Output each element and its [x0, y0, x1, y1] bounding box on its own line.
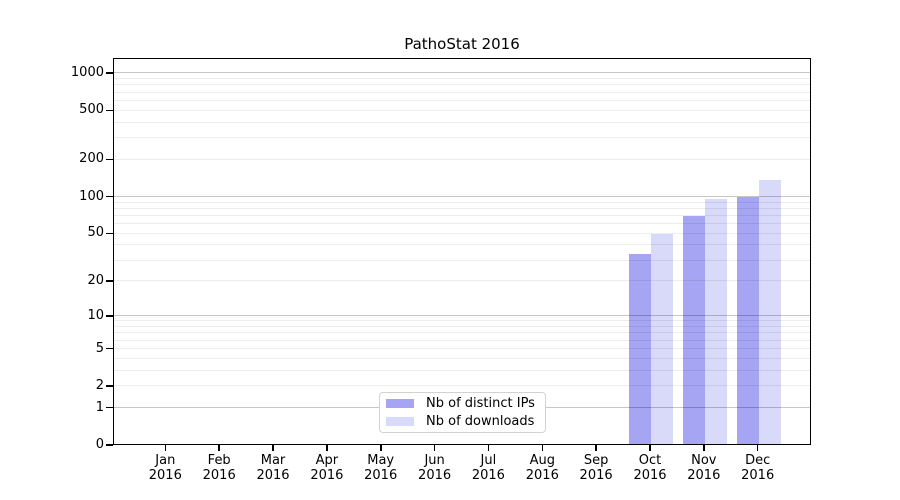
y-grid-line-20 — [114, 280, 810, 282]
y-tick-mark-1000 — [106, 72, 113, 74]
y-tick-mark-5 — [106, 347, 113, 350]
x-tick-label-sep: Sep 2016 — [579, 453, 613, 483]
y-grid-line-80 — [114, 207, 810, 209]
y-grid-line-500 — [114, 109, 810, 111]
y-grid-line-900 — [114, 78, 810, 79]
y-grid-line-7 — [114, 332, 810, 334]
x-tick-mark-jan — [164, 445, 167, 451]
y-grid-line-4 — [114, 357, 810, 359]
y-grid-line-3 — [114, 369, 810, 371]
x-tick-label-feb: Feb 2016 — [202, 453, 236, 483]
y-tick-label-1000: 1000 — [70, 64, 104, 80]
y-grid-line-5 — [114, 347, 810, 349]
x-tick-mark-aug — [541, 445, 543, 451]
y-tick-label-20: 20 — [87, 273, 104, 288]
y-grid-line-50 — [114, 232, 810, 234]
y-grid-line-200 — [114, 158, 810, 160]
y-tick-mark-50 — [106, 232, 113, 234]
chart-title: PathoStat 2016 — [404, 35, 520, 53]
bar-distinct-ips-oct — [628, 254, 651, 444]
y-grid-line-800 — [114, 84, 810, 86]
y-tick-label-0: 0 — [95, 437, 104, 452]
y-tick-label-50: 50 — [87, 225, 104, 241]
x-tick-label-aug: Aug 2016 — [525, 453, 559, 483]
y-tick-mark-500 — [106, 109, 113, 111]
y-tick-mark-0 — [106, 444, 113, 446]
y-grid-line-700 — [114, 91, 810, 93]
x-tick-label-mar: Mar 2016 — [256, 453, 290, 483]
x-tick-mark-dec — [756, 445, 759, 451]
y-tick-label-500: 500 — [79, 102, 104, 118]
y-tick-mark-200 — [106, 158, 113, 161]
x-tick-label-dec: Dec 2016 — [741, 453, 775, 483]
downloads-swatch — [386, 416, 414, 427]
x-tick-mark-nov — [703, 445, 705, 451]
bar-downloads-dec — [758, 180, 781, 444]
y-tick-label-200: 200 — [79, 151, 104, 167]
y-grid-line-60 — [114, 223, 810, 224]
x-tick-label-jan: Jan 2016 — [148, 453, 182, 483]
x-tick-label-jun: Jun 2016 — [418, 453, 452, 483]
y-grid-line-70 — [114, 214, 810, 216]
y-grid-line-10 — [114, 315, 810, 317]
x-tick-mark-sep — [595, 445, 597, 451]
y-grid-line-9 — [114, 320, 810, 322]
x-tick-mark-feb — [218, 445, 220, 451]
bar-downloads-nov — [704, 198, 727, 444]
y-grid-line-300 — [114, 137, 810, 139]
y-grid-line-30 — [114, 259, 810, 261]
x-tick-mark-apr — [326, 445, 328, 451]
y-grid-line-1000 — [114, 72, 810, 74]
y-grid-line-400 — [114, 121, 810, 123]
y-tick-mark-100 — [106, 195, 113, 198]
legend: Nb of distinct IPs Nb of downloads — [379, 392, 546, 433]
x-tick-mark-jun — [433, 445, 436, 451]
y-tick-label-5: 5 — [95, 340, 104, 356]
x-tick-mark-jul — [487, 445, 490, 451]
y-grid-line-40 — [114, 244, 810, 246]
x-tick-label-oct: Oct 2016 — [633, 453, 667, 483]
bar-distinct-ips-dec — [736, 197, 759, 444]
legend-entry-distinct-ips: Nb of distinct IPs — [380, 396, 545, 411]
y-tick-label-1: 1 — [95, 399, 104, 415]
y-grid-line-2 — [114, 385, 810, 387]
bar-downloads-oct — [650, 234, 673, 444]
legend-entry-downloads: Nb of downloads — [380, 414, 545, 429]
x-tick-label-jul: Jul 2016 — [471, 453, 505, 483]
y-grid-line-6 — [114, 339, 810, 341]
bar-distinct-ips-nov — [682, 216, 705, 444]
y-tick-mark-1 — [106, 406, 113, 409]
legend-label-downloads: Nb of downloads — [426, 414, 535, 429]
y-tick-label-100: 100 — [79, 188, 104, 204]
distinct-ips-swatch — [386, 398, 414, 409]
y-tick-label-10: 10 — [87, 307, 104, 323]
y-tick-mark-2 — [106, 385, 113, 387]
y-tick-mark-20 — [106, 280, 113, 282]
x-tick-label-apr: Apr 2016 — [310, 453, 344, 483]
y-grid-line-90 — [114, 201, 810, 203]
x-tick-label-may: May 2016 — [364, 453, 398, 483]
x-tick-mark-mar — [272, 445, 274, 451]
x-tick-label-nov: Nov 2016 — [687, 453, 721, 483]
legend-label-distinct-ips: Nb of distinct IPs — [426, 396, 535, 411]
x-tick-mark-may — [380, 445, 382, 451]
plot-area — [113, 58, 811, 445]
y-grid-line-600 — [114, 99, 810, 101]
y-grid-line-100 — [114, 195, 810, 197]
y-tick-mark-10 — [106, 315, 113, 317]
y-grid-line-8 — [114, 326, 810, 328]
y-tick-label-2: 2 — [95, 377, 104, 393]
x-tick-mark-oct — [649, 445, 651, 451]
